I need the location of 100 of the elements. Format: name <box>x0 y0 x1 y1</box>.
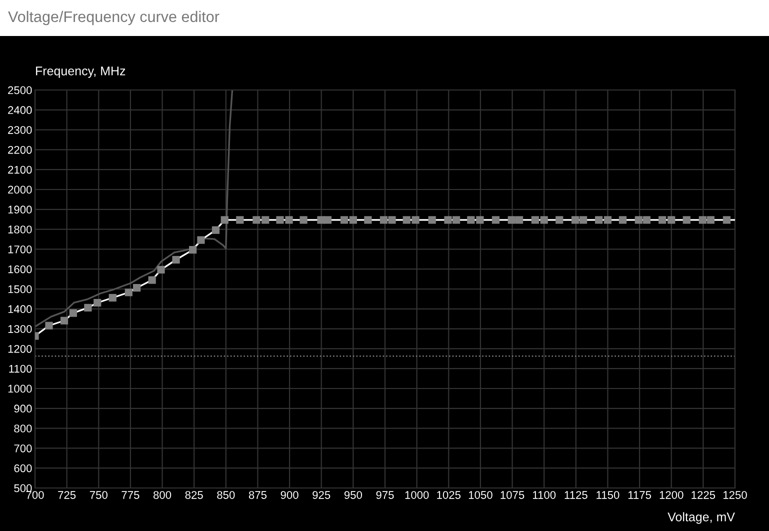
x-tick-label: 725 <box>58 491 76 499</box>
point <box>682 216 690 224</box>
x-tick-label: 975 <box>376 491 394 499</box>
y-tick-label: 900 <box>14 404 32 413</box>
point <box>618 216 627 224</box>
point <box>300 216 308 224</box>
x-tick-label: 825 <box>185 491 203 499</box>
point <box>508 216 516 224</box>
x-tick-label: 800 <box>153 491 172 499</box>
point <box>380 216 388 224</box>
y-tick-label: 1500 <box>8 285 32 294</box>
point <box>262 216 270 224</box>
y-tick-label: 2200 <box>8 146 32 154</box>
point <box>220 216 228 224</box>
point <box>642 216 650 224</box>
point <box>124 288 132 296</box>
point <box>197 236 205 244</box>
point <box>579 216 588 224</box>
point <box>595 216 603 224</box>
y-tick-label: 2300 <box>8 126 32 134</box>
y-tick-label: 1400 <box>8 305 32 314</box>
point <box>276 216 284 224</box>
point <box>45 322 53 330</box>
x-tick-label: 1025 <box>437 491 461 499</box>
chart-title: Voltage/Frequency curve editor <box>8 10 220 26</box>
y-tick-label: 700 <box>14 444 32 452</box>
y-tick-label: 1200 <box>8 344 32 353</box>
x-tick-label: 1000 <box>405 491 429 499</box>
point <box>364 216 372 224</box>
x-tick-label: 1075 <box>500 491 524 499</box>
x-tick-label: 1250 <box>723 491 747 499</box>
point <box>324 216 332 224</box>
x-tick-label: 875 <box>248 491 267 499</box>
point <box>236 216 244 224</box>
point <box>492 216 500 224</box>
line-series <box>35 90 234 328</box>
y-tick-label: 2000 <box>8 186 32 194</box>
point <box>540 216 548 224</box>
point <box>722 216 731 224</box>
y-tick-label: 1600 <box>8 265 32 274</box>
point <box>658 216 666 224</box>
x-tick-label: 1100 <box>532 491 556 499</box>
y-tick-label: 600 <box>14 464 32 472</box>
point <box>349 216 357 224</box>
point <box>108 294 116 302</box>
x-axis-title: Voltage, mV <box>668 512 735 524</box>
point <box>84 304 92 312</box>
x-tick-label: 1175 <box>628 491 652 499</box>
y-tick-label: 1000 <box>8 384 32 393</box>
point <box>556 216 564 224</box>
point <box>133 284 141 292</box>
point <box>212 226 220 234</box>
point <box>531 216 539 224</box>
point <box>604 216 612 224</box>
point <box>285 216 293 224</box>
x-tick-label: 850 <box>217 491 235 499</box>
point <box>388 216 396 224</box>
point <box>476 216 484 224</box>
x-tick-label: 1225 <box>692 491 716 499</box>
point <box>706 216 714 224</box>
x-tick-label: 750 <box>90 491 108 499</box>
point <box>252 216 260 224</box>
y-tick-label: 1900 <box>8 206 32 214</box>
point <box>69 309 77 317</box>
x-tick-label: 1125 <box>564 491 588 499</box>
point <box>515 216 524 224</box>
x-tick-label: 900 <box>280 491 298 499</box>
x-tick-label: 1150 <box>596 491 620 499</box>
point <box>60 316 68 324</box>
point <box>94 298 102 307</box>
point <box>668 216 676 224</box>
point <box>148 276 156 284</box>
point <box>402 216 410 224</box>
point <box>189 246 197 254</box>
point <box>634 216 642 224</box>
y-axis-title: Frequency, MHz <box>36 66 126 78</box>
point <box>467 216 475 224</box>
y-tick-label: 1700 <box>8 245 32 254</box>
point <box>698 216 706 224</box>
point <box>428 216 436 224</box>
y-tick-label: 2400 <box>8 106 32 114</box>
x-tick-label: 700 <box>26 491 44 499</box>
point <box>172 256 180 264</box>
point <box>444 216 452 224</box>
y-tick-label: 2500 <box>8 86 32 94</box>
point <box>340 216 348 224</box>
x-tick-label: 1050 <box>468 491 492 499</box>
point <box>571 216 580 224</box>
y-tick-label: 1800 <box>8 226 32 234</box>
y-tick-label: 800 <box>14 424 32 432</box>
x-tick-label: 1200 <box>660 491 684 499</box>
y-tick-label: 2100 <box>8 166 32 174</box>
x-tick-label: 775 <box>122 491 140 499</box>
point <box>157 266 165 274</box>
x-tick-label: 950 <box>344 491 362 499</box>
x-tick-label: 925 <box>312 491 330 499</box>
y-tick-label: 1300 <box>8 325 32 333</box>
point <box>412 216 420 224</box>
y-tick-label: 1100 <box>9 364 32 373</box>
y-tick-label: 500 <box>14 484 32 492</box>
